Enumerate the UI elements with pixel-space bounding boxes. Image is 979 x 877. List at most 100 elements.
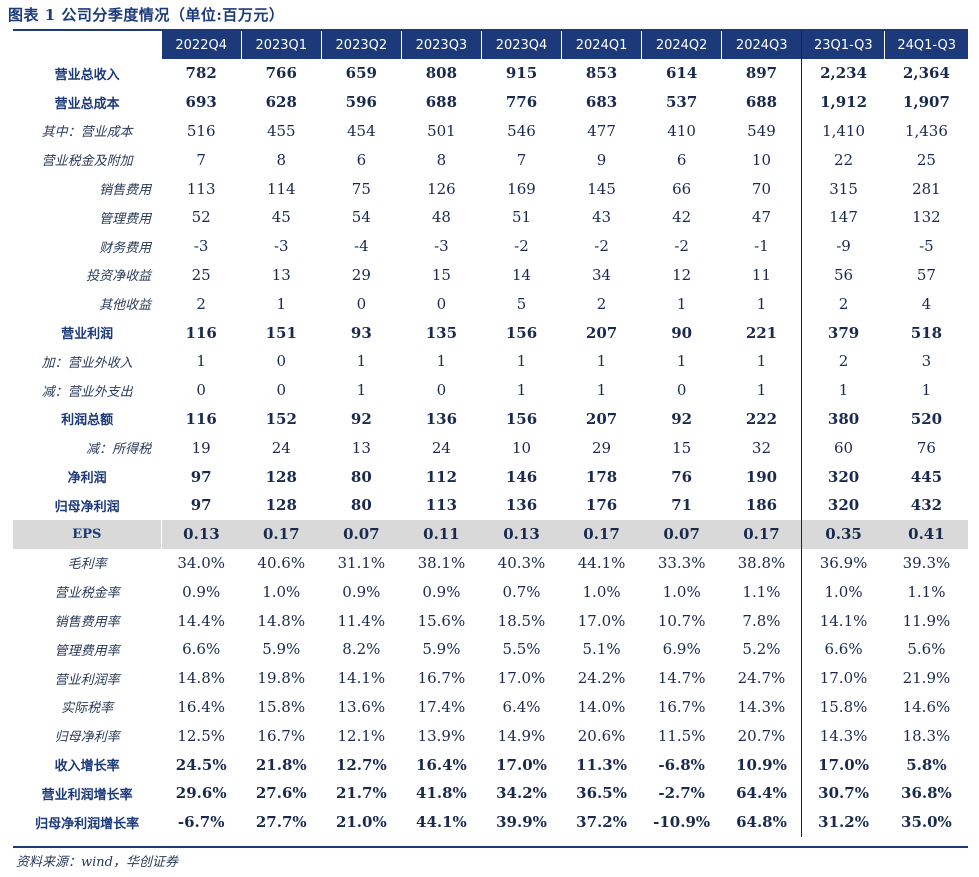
column-header: 23Q1-Q3 <box>801 31 885 59</box>
table-cell: 207 <box>585 323 618 342</box>
row-label: 营业利润增长率 <box>41 787 133 803</box>
table-cell: 222 <box>745 409 778 428</box>
table-cell: 5.9% <box>422 640 461 659</box>
table-cell: 75 <box>351 179 371 198</box>
table-cell: 17.0% <box>577 611 626 630</box>
table-cell: 1 <box>676 352 687 371</box>
row-label: 营业总成本 <box>54 96 120 112</box>
table-cell: 659 <box>345 64 377 83</box>
row-label: 毛利率 <box>67 557 107 573</box>
table-cell: 39.3% <box>902 553 951 572</box>
table-cell: 2,234 <box>801 59 885 88</box>
table-cell: 614 <box>665 64 698 83</box>
table-cell: 31.1% <box>337 553 386 572</box>
table-cell: 1 <box>516 352 527 371</box>
table-body: 营业总收入 782 766 659 808 915 853 614 897 2,234 2,364 营… <box>13 59 968 837</box>
column-header: 2023Q3 <box>400 31 482 59</box>
table-cell: 0.17 <box>721 519 802 549</box>
table-cell: 29 <box>351 265 371 284</box>
table-cell: 114 <box>266 179 296 198</box>
table-row: 营业税金及附加 7 8 6 8 7 9 6 10 22 25 <box>13 145 968 175</box>
table-cell: 1.0% <box>262 582 301 601</box>
table-cell: 36.8% <box>901 784 952 803</box>
table-cell: 0.11 <box>401 519 482 549</box>
table-cell: 47 <box>751 208 772 227</box>
table-cell: 186 <box>745 496 778 515</box>
table-cell: 80 <box>350 496 372 515</box>
table-cell: 0 <box>196 381 206 400</box>
table-cell: 1 <box>436 352 447 371</box>
table-cell: 1,912 <box>801 87 885 117</box>
table-cell: 0.35 <box>801 519 885 549</box>
table-cell: 128 <box>265 467 297 486</box>
table-cell: 31.2% <box>801 807 885 837</box>
table-cell: 80 <box>350 467 372 486</box>
table-cell: 0 <box>356 294 367 313</box>
row-label: 加：营业外收入 <box>41 355 133 371</box>
table-cell: 44.1% <box>577 553 626 572</box>
table-cell: -4 <box>354 237 369 256</box>
table-cell: 782 <box>185 64 217 83</box>
table-cell: 14.3% <box>801 721 885 751</box>
table-cell: 44.1% <box>416 813 467 832</box>
table-cell: 90 <box>671 323 693 342</box>
table-cell: 64.4% <box>736 784 787 803</box>
table-cell: 1,410 <box>801 116 885 146</box>
table-cell: 29.6% <box>175 784 227 803</box>
table-cell: 112 <box>425 467 458 486</box>
table-cell: 24.7% <box>737 669 786 688</box>
table-cell: 17.4% <box>417 697 466 716</box>
table-cell: -10.9% <box>653 813 711 832</box>
row-label: 投资净收益 <box>86 269 152 285</box>
table-cell: 14.4% <box>177 611 225 630</box>
column-header: 24Q1-Q3 <box>884 31 968 59</box>
table-cell: 17.0% <box>496 755 547 774</box>
table-title: 图表 1 公司分季度情况（单位:百万元） <box>8 6 285 24</box>
table-cell: 1 <box>276 294 287 313</box>
table-cell: 5 <box>516 294 527 313</box>
table-cell: 16.4% <box>416 755 467 774</box>
table-cell: 38.1% <box>417 553 466 572</box>
table-row: 利润总额 116 152 92 136 156 207 92 222 380 520 <box>13 404 968 434</box>
table-cell: 281 <box>912 179 941 198</box>
table-cell: 25 <box>916 150 936 169</box>
column-header: 2024Q3 <box>721 31 802 59</box>
table-cell: 14.8% <box>177 669 225 688</box>
table-cell: 13 <box>271 265 291 284</box>
table-cell: 34.2% <box>496 784 547 803</box>
table-row: 实际税率 16.4% 15.8% 13.6% 17.4% 6.4% 14.0% 16.7% 14… <box>13 692 968 722</box>
table-cell: 16.7% <box>417 669 466 688</box>
row-label: 销售费用率 <box>54 615 120 631</box>
table-cell: 455 <box>266 121 296 140</box>
table-cell: 36.5% <box>576 784 627 803</box>
table-cell: 21.7% <box>335 784 387 803</box>
table-cell: 549 <box>747 121 776 140</box>
table-row: 营业总收入 782 766 659 808 915 853 614 897 2,234 2,364 <box>13 59 968 88</box>
table-row: 归母净利润增长率 -6.7% 27.7% 21.0% 44.1% 39.9% 37.2% -1… <box>13 807 968 837</box>
table-cell: 35.0% <box>901 813 952 832</box>
table-row: 减：所得税 19 24 13 24 10 29 15 32 60 76 <box>13 433 968 463</box>
table-cell: 14 <box>511 265 532 284</box>
table-cell: 6 <box>356 150 367 169</box>
table-cell: 14.0% <box>577 697 626 716</box>
table-cell: 693 <box>185 93 217 112</box>
table-cell: 0.9% <box>182 582 221 601</box>
row-label: 财务费用 <box>99 240 152 256</box>
table-cell: 34 <box>592 265 612 284</box>
table-row: 净利润 97 128 80 112 146 178 76 190 320 445 <box>13 462 968 491</box>
table-cell: 9 <box>596 150 607 169</box>
table-cell: 16.7% <box>257 726 306 745</box>
table-cell: 132 <box>912 208 941 227</box>
table-cell: 0.17 <box>241 519 322 549</box>
table-cell: 1 <box>196 352 206 371</box>
table-cell: 0.17 <box>561 519 642 549</box>
table-cell: 20.6% <box>577 726 626 745</box>
table-cell: -2 <box>594 237 609 256</box>
table-cell: 2 <box>801 289 885 319</box>
table-cell: 11.9% <box>902 611 951 630</box>
table-cell: 0.7% <box>502 582 541 601</box>
table-row: 营业利润增长率 29.6% 27.6% 21.7% 41.8% 34.2% 36.5% -2.… <box>13 778 968 808</box>
table-cell: -9 <box>801 231 885 261</box>
table-cell: 11.5% <box>657 726 706 745</box>
table-cell: 2,364 <box>902 64 950 83</box>
